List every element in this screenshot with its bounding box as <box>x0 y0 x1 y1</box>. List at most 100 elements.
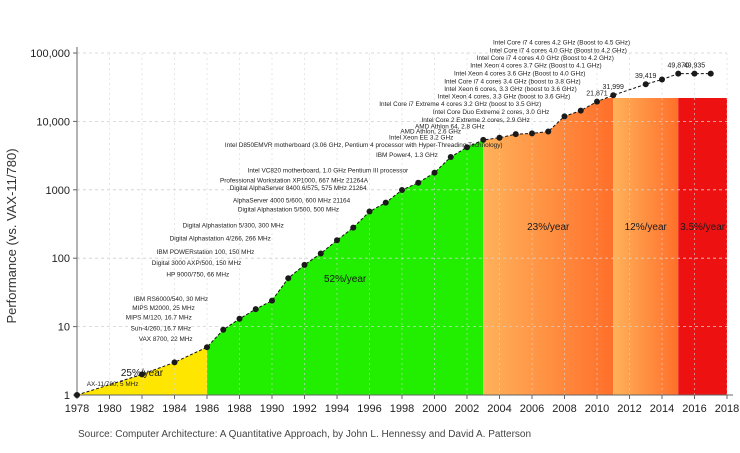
machine-label: Digital 3000 AXP/500, 150 MHz <box>152 260 242 267</box>
machine-label: Intel Xeon EE 3.2 GHz <box>389 135 453 142</box>
data-point <box>285 275 292 282</box>
machine-label: Intel Xeon 4 cores 3.7 GHz (Boost to 4.1… <box>470 63 601 70</box>
source-caption: Source: Computer Architecture: A Quantit… <box>78 429 531 440</box>
data-point <box>350 224 357 231</box>
data-value-label: 39,419 <box>635 73 657 80</box>
x-tick-label: 2008 <box>552 403 576 415</box>
region-3 <box>483 97 614 396</box>
machine-label: IBM RS6000/540, 30 MHz <box>134 296 208 303</box>
machine-label: Intel Core 2 Extreme 2 cores, 2.9 GHz <box>422 117 530 124</box>
machine-label: Intel Core i7 4 cores 3.4 GHz (boost to … <box>444 78 580 85</box>
machine-label: Intel Xeon 4 cores, 3.3 GHz (boost to 3.… <box>438 94 571 101</box>
machine-label: VAX 8700, 22 MHz <box>139 336 193 343</box>
region-5 <box>678 97 727 396</box>
x-tick-label: 2004 <box>487 403 511 415</box>
y-axis-label: Performance (vs. VAX-11/780) <box>4 148 19 323</box>
region-label-group: 25%/year 52%/year 23%/year 12%/year 3.5%/yea… <box>121 222 726 379</box>
x-tick-label: 1992 <box>292 403 316 415</box>
data-point <box>691 70 698 77</box>
machine-label: AX-11/780, 5 MHz <box>87 381 139 388</box>
data-value-label: 49,870 <box>668 63 690 70</box>
data-point <box>399 187 405 194</box>
x-tick-label: 1988 <box>227 403 251 415</box>
machine-label: AMD Athlon, 2.6 GHz <box>400 129 461 136</box>
data-point <box>269 297 275 304</box>
data-point <box>171 359 178 366</box>
data-point <box>431 169 438 176</box>
data-point <box>577 107 584 114</box>
machine-label: Intel D850EMVR motherboard (3.06 GHz, Pe… <box>225 142 503 149</box>
machine-label: Digital AlphaServer 8400 6/575, 575 MHz … <box>230 185 367 192</box>
point-label-group: AX-11/780, 5 MHz VAX 8700, 22 MHz Sun-4/26… <box>87 40 630 389</box>
data-point <box>447 154 454 161</box>
machine-label: Digital Alphastation 5/300, 300 MHz <box>183 223 284 230</box>
data-point <box>610 92 617 99</box>
data-point <box>496 134 503 141</box>
x-tick-label: 2002 <box>455 403 479 415</box>
data-point <box>317 250 324 257</box>
data-point <box>204 344 210 351</box>
data-value-label: 49,935 <box>684 63 706 70</box>
x-tick-label: 2006 <box>520 403 544 415</box>
data-point <box>139 371 145 378</box>
machine-label: MIPS M2000, 25 MHz <box>132 305 195 312</box>
machine-label: AlphaServer 4000 5/600, 600 MHz 21164 <box>233 198 351 205</box>
machine-label: Intel Core i7 Extreme 4 cores 3.2 GHz (b… <box>379 101 541 108</box>
machine-label: HP 9000/750, 66 MHz <box>166 272 229 279</box>
machine-label: Intel Xeon 4 cores 3.6 GHz (Boost to 4.0… <box>454 70 585 77</box>
data-point <box>529 130 535 137</box>
machine-label: Intel Core i7 4 cores 4.0 GHz (Boost to … <box>490 47 627 54</box>
machine-label: IBM Power4, 1.3 GHz <box>376 152 438 159</box>
machine-label: Intel Core Duo Extreme 2 cores, 3.0 GHz <box>433 109 550 116</box>
machine-label: Digital Alphastation 5/500, 500 MHz <box>238 207 339 214</box>
data-point <box>464 144 470 151</box>
x-tick-label: 2016 <box>682 403 706 415</box>
data-point <box>545 128 552 135</box>
machine-label: IBM POWERstation 100, 150 MHz <box>157 249 255 256</box>
data-point <box>659 76 665 83</box>
data-point <box>675 70 682 77</box>
growth-regions <box>77 97 727 396</box>
x-tick-label: 1994 <box>325 403 349 415</box>
y-tick-label: 10 <box>58 322 70 334</box>
machine-label: MIPS M/120, 16.7 MHz <box>126 315 192 322</box>
region-2 <box>207 139 484 395</box>
x-tick-label: 2000 <box>422 403 446 415</box>
x-tick-label: 1978 <box>65 403 89 415</box>
region-rate-label: 3.5%/year <box>680 222 726 233</box>
x-tick-label: 1990 <box>260 403 284 415</box>
x-tick-label: 1998 <box>390 403 414 415</box>
data-point <box>480 136 487 143</box>
data-point <box>561 113 568 120</box>
data-point <box>252 306 259 313</box>
machine-label: Intel Core i7 4 cores 4.2 GHz (Boost to … <box>493 40 630 47</box>
region-rate-label: 25%/year <box>121 368 164 379</box>
x-tick-label: 1980 <box>97 403 121 415</box>
data-point <box>366 208 373 215</box>
data-point <box>512 131 519 138</box>
axes: 1 10 100 1000 10,000 100,000 1978 1980 1982 1984 1… <box>30 47 739 415</box>
y-tick-label: 100 <box>52 253 70 265</box>
data-point <box>334 237 340 244</box>
data-point <box>415 179 422 186</box>
y-tick-label: 1000 <box>46 185 70 197</box>
x-tick-label: 1986 <box>195 403 219 415</box>
data-point <box>220 326 227 333</box>
trend-line <box>76 73 711 396</box>
data-point <box>642 81 649 88</box>
region-rate-label: 23%/year <box>527 222 570 233</box>
machine-label: Intel Core i7 4 cores 4.0 GHz (Boost to … <box>477 55 614 62</box>
x-tick-label: 1996 <box>357 403 381 415</box>
data-point <box>74 392 80 398</box>
x-tick-label: 1984 <box>162 403 186 415</box>
data-value-label: 21,871 <box>586 91 608 98</box>
y-tick-label: 1 <box>64 390 70 402</box>
x-tick-label: 2012 <box>617 403 641 415</box>
machine-label: Professional Workstation XP1000, 667 MHz… <box>220 178 369 185</box>
data-point <box>301 261 308 268</box>
data-point <box>594 98 600 105</box>
region-4 <box>613 97 679 396</box>
